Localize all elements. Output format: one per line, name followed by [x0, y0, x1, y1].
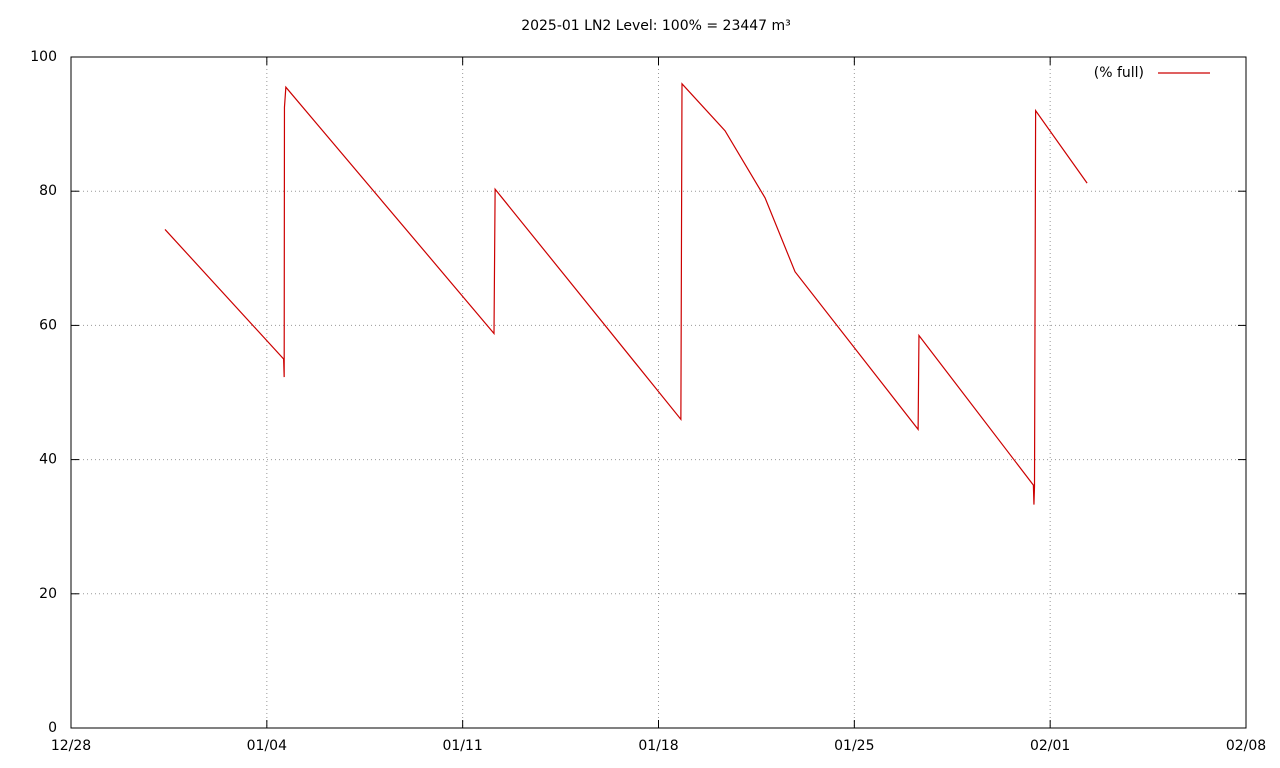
data-line [164, 82, 1088, 505]
x-tick-label: 01/18 [638, 738, 678, 754]
x-tick-label: 02/01 [1030, 738, 1070, 754]
y-tick-label: 0 [48, 720, 57, 736]
y-tick-label: 60 [39, 317, 57, 333]
x-tick-label: 01/25 [834, 738, 874, 754]
x-tick-label: 01/04 [247, 738, 287, 754]
x-tick-label: 02/08 [1226, 738, 1266, 754]
y-tick-label: 40 [39, 452, 57, 468]
x-tick-label: 01/11 [442, 738, 482, 754]
legend-label: (% full) [1094, 65, 1144, 81]
plot-frame [70, 56, 1247, 729]
y-tick-label: 80 [39, 183, 57, 199]
x-tick-label: 12/28 [51, 738, 91, 754]
y-tick-label: 20 [39, 586, 57, 602]
y-tick-label: 100 [30, 49, 57, 65]
chart-title: 2025-01 LN2 Level: 100% = 23447 m³ [521, 18, 791, 34]
